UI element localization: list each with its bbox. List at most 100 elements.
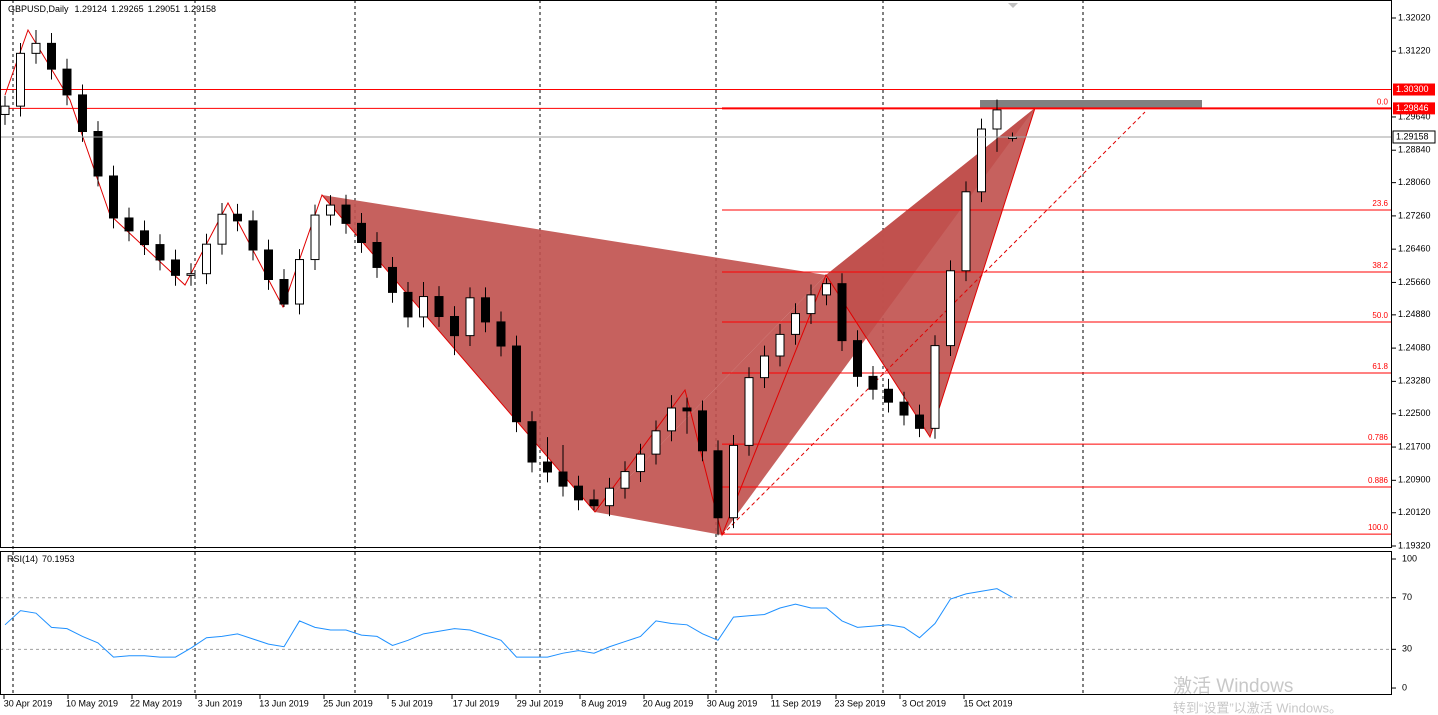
y-tick-label: 1.20900 [1398,475,1431,485]
rsi-tick-label: 100 [1402,553,1417,563]
x-tick-label: 10 May 2019 [66,698,118,708]
candle-body [295,259,304,305]
candle-body [403,291,413,318]
candle-body [357,222,366,244]
candle-body [217,213,227,245]
x-tick-label: 3 Oct 2019 [902,698,946,708]
fib-label: 0.0 [1377,97,1389,106]
x-tick-label: 23 Sep 2019 [834,698,885,708]
candle-body [899,401,909,416]
candle-body [946,270,955,347]
candle-body [434,296,444,318]
candle-body [822,283,831,296]
candle-body [0,105,10,115]
rsi-tick-label: 30 [1402,644,1412,654]
shift-marker [1008,3,1018,8]
current-price-tag [1392,130,1436,144]
y-tick-label: 1.28840 [1398,145,1431,155]
x-tick-label: 29 Jul 2019 [517,698,564,708]
candle-body [372,242,382,268]
x-tick-label: 3 Jun 2019 [198,698,243,708]
candle-body [481,297,490,323]
candle-body [713,450,723,519]
fib-label: 23.6 [1372,199,1388,208]
candle-body [775,333,785,357]
candle-body [155,244,165,261]
candle-body [388,266,397,293]
candle-body [620,471,630,489]
candle-body [636,453,645,473]
candle-body [977,128,986,193]
price-tag-label: 1.29846 [1396,103,1429,113]
chart-header: GBPUSD,Daily 1.29124 1.29265 1.29051 1.29158 [8,4,216,14]
candle-body [171,259,180,276]
candle-body [450,316,459,337]
candle-body [109,175,118,219]
candle-body [605,487,614,507]
y-tick-label: 1.25660 [1398,277,1431,287]
candle-body [853,340,862,377]
candle-body [78,94,87,133]
fib-label: 100.0 [1368,523,1389,532]
candle-body [791,313,800,335]
rsi-name: RSI(14) [7,554,38,564]
main-panel-border [0,0,1392,548]
fib-label: 50.0 [1372,311,1388,320]
candle-body [527,421,537,463]
low: 1.29051 [148,4,181,14]
candle-body [698,410,707,452]
fib-label: 38.2 [1372,261,1388,270]
open: 1.29124 [75,4,108,14]
candle-body [341,204,351,224]
y-tick-label: 1.21700 [1398,441,1431,451]
x-tick-label: 20 Aug 2019 [643,698,694,708]
candle-body [264,249,273,281]
candle-body [310,214,320,261]
x-tick-label: 30 Apr 2019 [4,698,53,708]
candle-body [47,42,56,70]
x-tick-label: 30 Aug 2019 [707,698,758,708]
price-tag [1393,83,1435,96]
candle-body [16,52,25,107]
candle-body [589,499,599,507]
candle-body [496,321,506,347]
candle-body [202,243,211,275]
rsi-header: RSI(14) 70.1953 [7,554,75,564]
high: 1.29265 [111,4,144,14]
y-tick-label: 1.19320 [1398,540,1431,550]
x-tick-label: 13 Jun 2019 [259,698,309,708]
x-tick-label: 11 Sep 2019 [771,698,821,708]
candle-body [93,131,103,177]
candle-body [279,279,289,305]
candle-body [326,204,335,216]
y-tick-label: 1.24080 [1398,342,1431,352]
watermark-subtitle: 转到“设置”以激活 Windows。 [1173,700,1342,715]
candle-body [419,296,428,318]
y-tick-label: 1.23280 [1398,376,1431,386]
fib-label: 0.886 [1368,476,1389,485]
y-tick-label: 1.29640 [1398,111,1431,121]
y-tick-label: 1.32020 [1398,12,1431,22]
candle-body [930,345,940,429]
candle-body [760,355,769,379]
trend-line [721,111,1146,536]
candle-body [729,444,738,519]
candle-body [744,377,754,446]
target-zone [980,100,1202,108]
x-tick-label: 5 Jul 2019 [391,698,433,708]
y-tick-label: 1.26460 [1398,244,1431,254]
candle-body [667,407,676,432]
watermark-title: 激活 Windows [1173,675,1293,697]
candle-body [543,461,552,473]
candle-body [233,213,242,222]
y-tick-label: 1.22500 [1398,408,1431,418]
x-tick-label: 22 May 2019 [130,698,182,708]
y-tick-label: 1.31220 [1398,46,1431,56]
rsi-tick-label: 0 [1402,682,1407,692]
rsi-value: 70.1953 [42,554,75,564]
zigzag [4,28,1036,537]
candle-body [248,220,258,251]
candle-body [961,191,971,272]
period-separators [12,0,1084,695]
candle-body [465,297,475,337]
